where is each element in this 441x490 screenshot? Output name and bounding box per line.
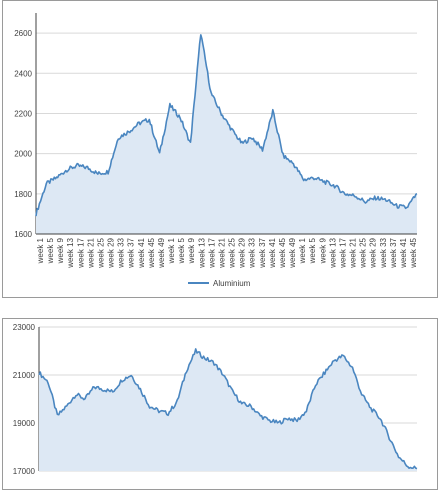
x-tick-label: week 33 bbox=[117, 237, 126, 268]
x-tick-label: week 5 bbox=[46, 237, 55, 264]
x-tick-label: week 13 bbox=[328, 237, 337, 268]
x-tick-label: week 9 bbox=[56, 237, 65, 264]
x-tick-label: week 25 bbox=[96, 237, 105, 268]
x-tick-label: week 17 bbox=[207, 237, 216, 268]
x-tick-label: week 41 bbox=[268, 237, 277, 268]
y-tick-label: 23000 bbox=[13, 323, 36, 332]
x-tick-label: week 21 bbox=[217, 237, 226, 268]
legend-label: Aluminium bbox=[213, 279, 251, 288]
x-tick-label: week 5 bbox=[177, 237, 186, 264]
x-tick-label: week 25 bbox=[228, 237, 237, 268]
x-tick-label: week 17 bbox=[76, 237, 85, 268]
x-tick-label: week 41 bbox=[137, 237, 146, 268]
x-tick-label: week 49 bbox=[288, 237, 297, 268]
x-tick-label: week 33 bbox=[379, 237, 388, 268]
y-tick-label: 2200 bbox=[14, 109, 32, 118]
y-tick-label: 2600 bbox=[14, 29, 32, 38]
y-tick-label: 19000 bbox=[13, 419, 36, 428]
x-tick-label: week 37 bbox=[389, 237, 398, 268]
x-tick-label: week 41 bbox=[399, 237, 408, 268]
series-area bbox=[39, 349, 417, 471]
series-area bbox=[36, 35, 417, 234]
x-tick-label: week 29 bbox=[238, 237, 247, 268]
x-tick-label: week 5 bbox=[308, 237, 317, 264]
x-tick-label: week 21 bbox=[349, 237, 358, 268]
x-tick-label: week 37 bbox=[127, 237, 136, 268]
x-tick-label: week 37 bbox=[258, 237, 267, 268]
x-tick-label: week 1 bbox=[298, 237, 307, 264]
x-tick-label: week 1 bbox=[167, 237, 176, 264]
y-tick-label: 21000 bbox=[13, 371, 36, 380]
x-tick-label: week 13 bbox=[197, 237, 206, 268]
y-tick-label: 2000 bbox=[14, 150, 32, 159]
x-tick-label: week 1 bbox=[36, 237, 45, 264]
x-tick-label: week 9 bbox=[318, 237, 327, 264]
x-tick-label: week 33 bbox=[248, 237, 257, 268]
x-tick-label: week 45 bbox=[147, 237, 156, 268]
x-tick-label: week 13 bbox=[66, 237, 75, 268]
x-tick-label: week 29 bbox=[369, 237, 378, 268]
x-tick-label: week 25 bbox=[359, 237, 368, 268]
x-tick-label: week 17 bbox=[338, 237, 347, 268]
x-tick-label: week 45 bbox=[278, 237, 287, 268]
x-tick-label: week 9 bbox=[187, 237, 196, 264]
x-tick-label: week 49 bbox=[157, 237, 166, 268]
x-tick-label: week 29 bbox=[107, 237, 116, 268]
y-tick-label: 1800 bbox=[14, 190, 32, 199]
y-tick-label: 1600 bbox=[14, 230, 32, 239]
x-tick-label: week 45 bbox=[409, 237, 418, 268]
x-tick-label: week 21 bbox=[86, 237, 95, 268]
y-tick-label: 2400 bbox=[14, 69, 32, 78]
